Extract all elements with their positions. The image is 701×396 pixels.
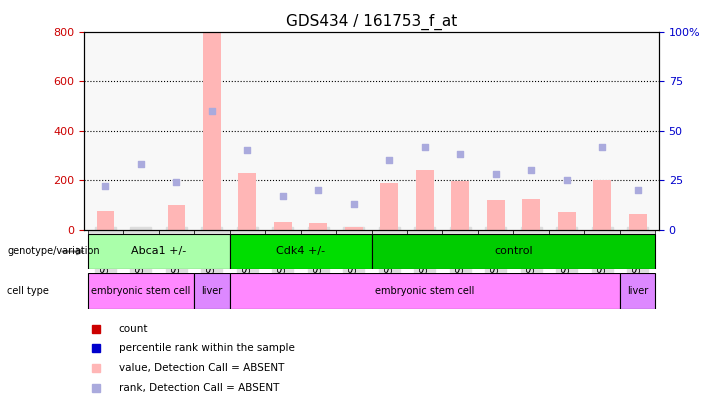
Bar — [336, 230, 372, 255]
Text: Cdk4 +/-: Cdk4 +/- — [276, 246, 325, 257]
Bar — [558, 212, 576, 230]
Text: rank, Detection Call = ABSENT: rank, Detection Call = ABSENT — [118, 383, 279, 393]
Bar — [585, 230, 620, 255]
FancyBboxPatch shape — [88, 234, 230, 269]
Bar — [230, 230, 265, 255]
Bar — [381, 183, 398, 230]
Bar — [301, 230, 336, 255]
FancyBboxPatch shape — [230, 234, 372, 269]
Point — [561, 177, 572, 183]
Bar — [451, 181, 469, 230]
Bar — [158, 230, 194, 255]
Point — [490, 171, 501, 177]
Point — [313, 187, 324, 193]
Bar — [407, 230, 442, 255]
Bar — [309, 223, 327, 230]
Bar — [487, 200, 505, 230]
Text: embryonic stem cell: embryonic stem cell — [91, 286, 191, 296]
Text: liver: liver — [201, 286, 222, 296]
Text: value, Detection Call = ABSENT: value, Detection Call = ABSENT — [118, 363, 284, 373]
Point — [419, 143, 430, 150]
FancyBboxPatch shape — [372, 234, 655, 269]
Text: embryonic stem cell: embryonic stem cell — [375, 286, 475, 296]
Bar — [522, 199, 540, 230]
Bar — [442, 230, 478, 255]
Bar — [629, 213, 646, 230]
Point — [632, 187, 644, 193]
Bar — [593, 180, 611, 230]
Bar — [203, 32, 221, 230]
FancyBboxPatch shape — [230, 273, 620, 309]
Bar — [274, 222, 292, 230]
Point — [526, 167, 537, 173]
Bar — [194, 230, 230, 255]
Point — [135, 161, 147, 168]
Text: percentile rank within the sample: percentile rank within the sample — [118, 343, 294, 354]
FancyBboxPatch shape — [88, 273, 194, 309]
Point — [455, 151, 466, 158]
Bar — [478, 230, 513, 255]
Bar — [620, 230, 655, 255]
Bar — [123, 230, 158, 255]
Point — [171, 179, 182, 185]
Text: liver: liver — [627, 286, 648, 296]
Text: genotype/variation: genotype/variation — [7, 246, 100, 257]
Point — [206, 108, 217, 114]
Text: count: count — [118, 324, 148, 334]
Text: control: control — [494, 246, 533, 257]
Bar — [513, 230, 549, 255]
Title: GDS434 / 161753_f_at: GDS434 / 161753_f_at — [286, 14, 457, 30]
Bar — [345, 227, 362, 230]
Text: cell type: cell type — [7, 286, 49, 296]
Point — [277, 193, 288, 199]
Bar — [238, 173, 256, 230]
Point — [597, 143, 608, 150]
Bar — [416, 170, 434, 230]
Bar — [88, 230, 123, 255]
Text: Abca1 +/-: Abca1 +/- — [131, 246, 186, 257]
Bar — [549, 230, 585, 255]
FancyBboxPatch shape — [620, 273, 655, 309]
Bar — [265, 230, 301, 255]
Bar — [168, 205, 185, 230]
Point — [242, 147, 253, 154]
Point — [383, 157, 395, 164]
FancyBboxPatch shape — [194, 273, 230, 309]
Bar — [97, 211, 114, 230]
Bar — [372, 230, 407, 255]
Point — [348, 201, 360, 207]
Point — [100, 183, 111, 189]
